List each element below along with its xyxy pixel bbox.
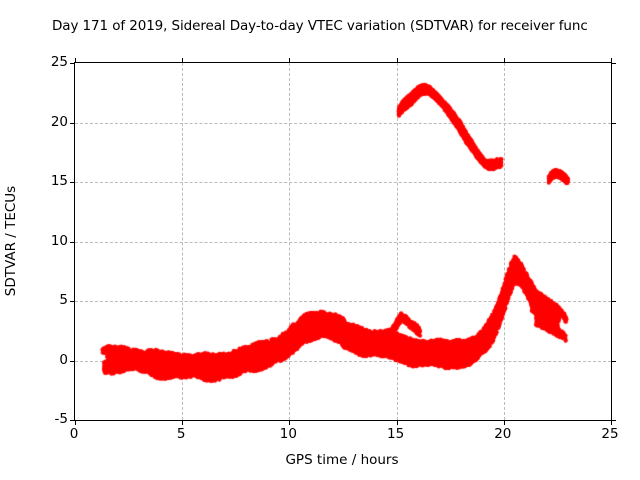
x-tick-mark-top (289, 58, 291, 63)
x-tick-mark-top (611, 58, 612, 63)
y-tick-label: 25 (50, 54, 68, 70)
y-tick-mark (70, 420, 75, 421)
x-tick-mark (611, 420, 612, 425)
chart-title: Day 171 of 2019, Sidereal Day-to-day VTE… (52, 18, 588, 34)
y-tick-mark-right (611, 63, 616, 64)
plot-inner (75, 63, 611, 420)
x-tick-mark (182, 420, 184, 425)
x-tick-label: 25 (601, 426, 619, 442)
x-tick-mark (75, 420, 76, 425)
y-tick-mark (70, 63, 75, 64)
y-tick-label: 5 (59, 292, 68, 308)
y-tick-mark (70, 182, 75, 183)
y-tick-mark-right (611, 301, 616, 302)
y-tick-mark (70, 301, 75, 302)
x-tick-mark-top (503, 58, 505, 63)
y-tick-label: 10 (50, 232, 68, 249)
y-tick-label: 0 (59, 351, 68, 368)
x-tick-mark-top (75, 58, 76, 63)
x-tick-label: 10 (279, 426, 297, 442)
y-tick-mark-right (611, 360, 616, 362)
x-tick-mark (289, 420, 291, 425)
x-tick-mark-top (182, 58, 184, 63)
y-tick-mark (70, 122, 75, 124)
x-tick-mark-top (396, 58, 398, 63)
x-axis-label: GPS time / hours (285, 452, 399, 468)
y-tick-label: 15 (50, 173, 68, 189)
x-tick-label: 0 (69, 426, 79, 442)
y-tick-mark-right (611, 420, 616, 421)
data-series-canvas (75, 63, 611, 420)
x-tick-mark (396, 420, 398, 425)
y-tick-mark (70, 360, 75, 362)
x-tick-label: 15 (387, 426, 405, 442)
x-tick-mark (503, 420, 505, 425)
x-tick-label: 20 (494, 426, 512, 442)
y-tick-label: 20 (50, 113, 68, 130)
y-tick-mark (70, 241, 75, 243)
y-axis-ticks: -5 0 5 10 15 20 25 (0, 54, 68, 427)
y-tick-mark-right (611, 122, 616, 124)
y-tick-label: -5 (54, 411, 68, 427)
plot-area (70, 58, 616, 425)
x-axis-ticks: 0 5 10 15 20 25 (70, 426, 619, 446)
y-tick-mark-right (611, 182, 616, 183)
x-tick-label: 5 (176, 426, 186, 442)
y-tick-mark-right (611, 241, 616, 243)
